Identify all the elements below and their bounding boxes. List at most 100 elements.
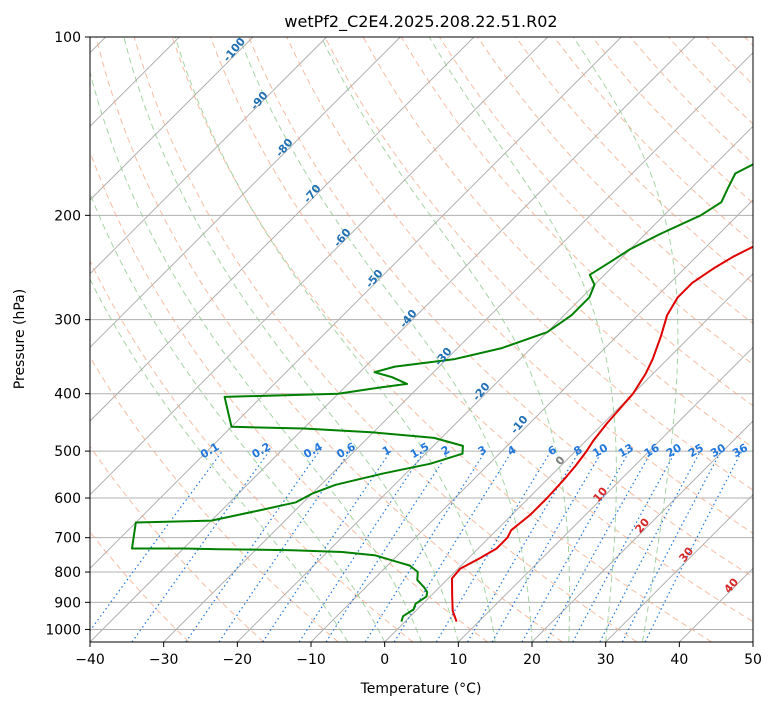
dry-adiabat-line [744, 37, 753, 47]
y-tick-label: 800 [54, 565, 81, 581]
dry-adiabat-line [90, 150, 488, 642]
isotherm-line [531, 420, 753, 642]
mixing-ratio-label: 30 [708, 441, 728, 460]
x-tick-label: 40 [670, 652, 688, 668]
mixing-ratio-label: 13 [616, 441, 636, 460]
dry-adiabat-line [90, 531, 190, 642]
mixing-ratio-line [393, 450, 513, 642]
x-tick-label: −40 [75, 652, 105, 668]
x-tick-label: −20 [223, 652, 253, 668]
y-tick-label: 300 [54, 313, 81, 329]
isotherm-line [163, 51, 753, 642]
dry-adiabat-line [324, 37, 753, 491]
y-axis: 100 200 300 400 500 600 700 800 900 1000 [45, 30, 90, 638]
y-tick-label: 700 [54, 531, 81, 547]
x-tick-label: 20 [523, 652, 541, 668]
moist-adiabat-line [320, 37, 571, 642]
y-axis-title: Pressure (hPa) [12, 289, 28, 389]
dry-adiabat-label: 30 [676, 544, 696, 564]
dry-adiabat-line [90, 445, 264, 642]
mixing-ratio-line [218, 450, 351, 642]
y-tick-label: 600 [54, 491, 81, 507]
dry-adiabat-line [210, 37, 753, 623]
y-tick-label: 500 [54, 444, 81, 460]
isotherm-line [90, 37, 328, 275]
dry-adiabat-line [515, 37, 753, 284]
mixing-ratio-label: 0.6 [334, 440, 358, 461]
moist-adiabat-line [123, 37, 459, 642]
isotherm-line [605, 493, 753, 642]
dry-adiabat-label: 0 [553, 453, 568, 467]
mixing-ratio-line [298, 450, 425, 642]
mixing-ratio-label: 0.1 [198, 440, 221, 461]
dry-adiabat-label: -40 [397, 307, 420, 331]
dry-adiabat-label: -20 [470, 380, 493, 404]
isotherm-line [90, 37, 254, 201]
dry-adiabat-line [286, 37, 753, 534]
dry-adiabat-line [438, 37, 753, 366]
dry-adiabat-label: -70 [301, 182, 324, 206]
mixing-ratio-label: 20 [664, 441, 684, 460]
x-tick-label: −30 [149, 652, 179, 668]
dry-adiabat-line [133, 37, 638, 642]
dry-adiabat-label: -90 [248, 89, 271, 113]
moist-adiabat-line [174, 37, 496, 642]
x-tick-label: 0 [380, 652, 389, 668]
x-tick-label: 10 [449, 652, 467, 668]
mixing-ratio-line [572, 450, 677, 642]
isotherm-line [384, 272, 753, 642]
mixing-ratio-line [521, 450, 631, 642]
dry-adiabat-label: 20 [632, 515, 652, 535]
plot-area: 0.1 0.2 0.4 0.6 1 1.5 2 3 4 6 8 10 13 16 20 25 30 36-100-… [90, 35, 753, 642]
dry-adiabat-label: 40 [721, 575, 741, 595]
mixing-ratio-label: 10 [590, 441, 610, 460]
isotherm-line [457, 346, 753, 642]
dry-adiabat-line [171, 37, 712, 642]
temperature-profile [451, 245, 753, 622]
x-axis-title: Temperature (°C) [360, 681, 482, 697]
isotherm-line [90, 37, 475, 422]
dry-adiabat-label: 10 [590, 484, 610, 504]
isotherm-line [752, 641, 753, 642]
mixing-ratio-line [364, 450, 486, 642]
mixing-ratio-label: 4 [505, 443, 518, 458]
x-tick-label: −10 [296, 652, 326, 668]
dry-adiabat-label: -100 [220, 35, 248, 65]
moist-adiabat-line [90, 278, 349, 642]
mixing-ratio-line [262, 450, 392, 642]
grid-layer [90, 37, 753, 642]
background-lines [90, 37, 753, 642]
isotherm-line [90, 37, 549, 496]
moist-adiabat-line [238, 37, 533, 642]
mixing-ratio-label: 25 [686, 441, 706, 460]
y-tick-label: 200 [54, 208, 81, 224]
isotherm-line [236, 125, 753, 642]
moist-adiabat-line [572, 37, 679, 642]
moist-adiabat-line [428, 37, 617, 642]
y-tick-label: 100 [54, 30, 81, 46]
x-tick-label: 50 [744, 652, 762, 668]
mixing-ratio-line [185, 450, 320, 642]
dry-adiabat-line [90, 259, 414, 642]
isotherm-line [90, 37, 622, 570]
mixing-ratio-line [644, 450, 743, 642]
chart-title: wetPf2_C2E4.2025.208.22.51.R02 [284, 12, 557, 32]
mixing-ratio-line [466, 450, 580, 642]
dry-adiabat-label: -30 [432, 345, 455, 369]
mixing-ratio-line [599, 450, 702, 642]
x-tick-label: 30 [597, 652, 615, 668]
dry-adiabat-line [90, 356, 339, 642]
mixing-ratio-label: 1.5 [408, 440, 431, 461]
mixing-ratio-line [435, 450, 552, 642]
moist-adiabat-line [90, 192, 386, 642]
y-tick-label: 400 [54, 387, 81, 403]
isotherm-line [90, 37, 696, 642]
series-layer [131, 163, 753, 622]
mixing-ratio-line [90, 450, 223, 632]
dry-adiabat-label: -10 [508, 413, 531, 437]
dry-adiabat-line [95, 37, 563, 642]
dry-adiabat-label: -60 [331, 226, 354, 250]
x-axis: −40 −30 −20 −10 0 10 20 30 40 50 [75, 642, 762, 668]
dry-adiabat-line [248, 37, 753, 578]
dry-adiabat-line [706, 37, 753, 86]
